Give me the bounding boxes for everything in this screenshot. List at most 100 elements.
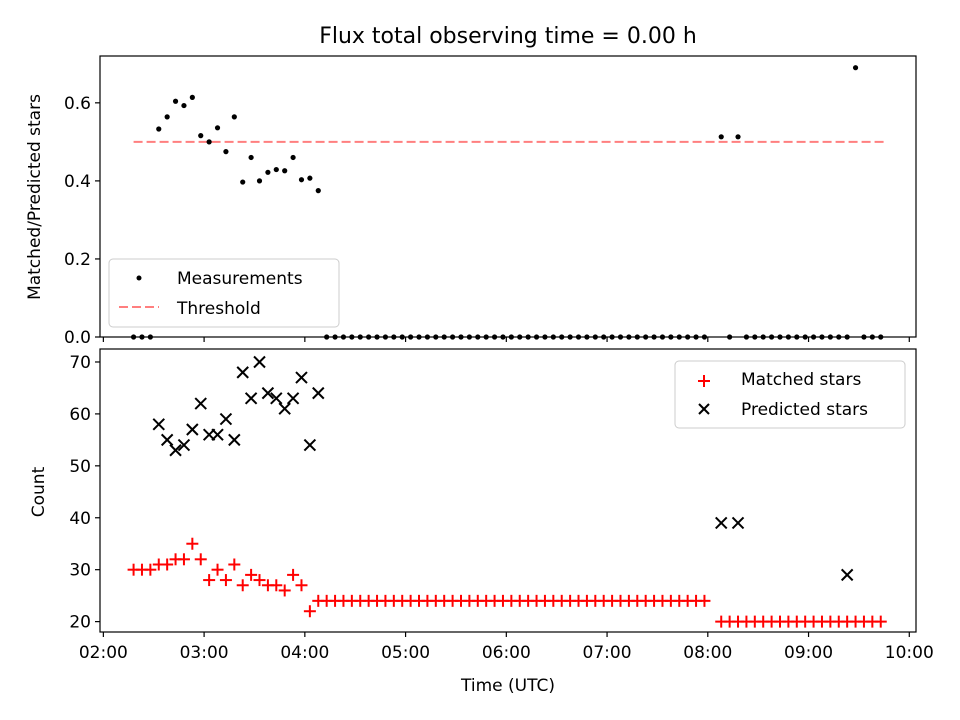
top-panel: 0.0 0.2 0.4 0.6 Matched/Predicted stars Mea… bbox=[25, 55, 917, 348]
bottom-y-tick-label: 50 bbox=[69, 457, 91, 477]
predicted-star-point bbox=[236, 366, 249, 379]
matched-star-point bbox=[211, 563, 224, 576]
bottom-x-tick-label: 08:00 bbox=[683, 643, 732, 663]
measurement-point bbox=[256, 178, 263, 184]
measurement-point bbox=[198, 133, 204, 139]
top-y-tick-label: 0.2 bbox=[64, 250, 91, 270]
bottom-y-tick-label: 20 bbox=[69, 613, 91, 633]
top-legend: Measurements Threshold bbox=[108, 258, 340, 328]
legend-predicted-marker bbox=[698, 403, 710, 415]
predicted-star-point bbox=[715, 516, 728, 530]
matched-star-point bbox=[219, 574, 232, 587]
predicted-star-point bbox=[261, 386, 275, 400]
bottom-x-tick-label: 04:00 bbox=[280, 643, 329, 663]
top-axes-frame bbox=[99, 55, 917, 338]
bottom-x-tick-label: 10:00 bbox=[885, 643, 934, 663]
predicted-star-point bbox=[228, 433, 241, 447]
bottom-legend-box bbox=[674, 360, 906, 429]
predicted-star-point bbox=[152, 418, 165, 431]
measurement-point bbox=[298, 177, 305, 183]
top-y-tick-label: 0.4 bbox=[64, 172, 91, 192]
predicted-star-point bbox=[169, 444, 182, 457]
predicted-star-point bbox=[303, 438, 317, 452]
measurement-point bbox=[189, 94, 195, 100]
predicted-star-point bbox=[177, 438, 191, 452]
measurement-point bbox=[164, 114, 170, 120]
bottom-y-tick-label: 60 bbox=[69, 405, 91, 425]
measurement-point bbox=[273, 166, 279, 173]
measurement-point bbox=[181, 102, 187, 109]
measurement-point bbox=[231, 114, 237, 120]
x-axis-label: Time (UTC) bbox=[460, 676, 555, 696]
measurement-point bbox=[206, 139, 212, 145]
measurement-point bbox=[735, 134, 741, 140]
bottom-legend: Matched stars Predicted stars bbox=[674, 360, 906, 429]
matched-star-point bbox=[228, 558, 241, 571]
predicted-star-point bbox=[731, 516, 745, 530]
matched-star-point bbox=[287, 568, 300, 581]
measurement-point bbox=[718, 134, 724, 140]
matched-star-point bbox=[874, 615, 887, 628]
measurement-point bbox=[315, 188, 321, 194]
predicted-star-point bbox=[295, 371, 308, 384]
measurement-point bbox=[172, 98, 179, 104]
bottom-x-tick-label: 06:00 bbox=[482, 643, 531, 663]
predicted-star-point bbox=[186, 423, 199, 436]
legend-predicted-label: Predicted stars bbox=[741, 400, 868, 420]
predicted-star-point bbox=[244, 392, 258, 405]
matched-star-point bbox=[303, 605, 316, 618]
bottom-axes-frame bbox=[99, 348, 917, 633]
bottom-x-tick-label: 07:00 bbox=[583, 643, 632, 663]
bottom-y-tick-label: 30 bbox=[69, 561, 91, 581]
legend-measurements-label: Measurements bbox=[177, 269, 303, 289]
legend-matched-label: Matched stars bbox=[741, 370, 861, 390]
measurement-point bbox=[223, 149, 229, 155]
predicted-star-point bbox=[211, 428, 224, 441]
top-legend-box bbox=[108, 258, 340, 328]
top-y-tick-label: 0.6 bbox=[64, 94, 91, 114]
matched-star-point bbox=[236, 579, 249, 592]
matched-star-point bbox=[194, 553, 207, 566]
bottom-x-tick-label: 03:00 bbox=[180, 643, 229, 663]
legend-matched-marker bbox=[698, 375, 710, 387]
matched-star-point bbox=[698, 594, 711, 607]
predicted-star-point bbox=[194, 397, 207, 410]
predicted-star-point bbox=[219, 412, 233, 426]
matched-star-point bbox=[144, 563, 157, 576]
bottom-x-tick-label: 02:00 bbox=[79, 643, 128, 663]
measurement-point bbox=[240, 179, 246, 185]
bottom-x-tick-label: 09:00 bbox=[784, 643, 833, 663]
matched-star-point bbox=[161, 558, 174, 571]
bottom-x-tick-label: 05:00 bbox=[381, 643, 430, 663]
top-y-tick-label: 0.0 bbox=[64, 328, 91, 348]
legend-measurements-marker bbox=[136, 275, 142, 281]
measurement-point bbox=[265, 169, 271, 175]
matched-star-point bbox=[245, 568, 258, 581]
top-y-axis-label: Matched/Predicted stars bbox=[25, 94, 45, 300]
predicted-star-point bbox=[160, 433, 174, 447]
measurement-point bbox=[156, 126, 162, 132]
matched-star-point bbox=[253, 574, 266, 587]
measurement-point bbox=[248, 154, 254, 161]
measurement-point bbox=[290, 154, 296, 161]
bottom-y-axis-label: Count bbox=[29, 466, 49, 517]
matched-star-point bbox=[295, 579, 308, 592]
matched-star-point bbox=[278, 584, 291, 597]
measurement-point bbox=[307, 175, 313, 181]
measurement-point bbox=[852, 65, 859, 71]
top-plot-area: 0.0 0.2 0.4 0.6 bbox=[64, 65, 910, 348]
predicted-star-point bbox=[312, 386, 325, 400]
predicted-star-point bbox=[840, 568, 854, 582]
measurement-point bbox=[214, 125, 221, 131]
legend-threshold-label: Threshold bbox=[176, 299, 261, 319]
bottom-plot-area: 02:00 03:00 04:00 05:00 06:00 07:00 08:00 09:00… bbox=[69, 353, 933, 663]
bottom-y-tick-label: 40 bbox=[69, 509, 91, 529]
measurement-point bbox=[282, 168, 288, 174]
chart-title: Flux total observing time = 0.00 h bbox=[319, 24, 697, 49]
matched-star-point bbox=[203, 574, 216, 587]
bottom-y-tick-label: 70 bbox=[69, 353, 91, 373]
predicted-star-point bbox=[253, 355, 266, 369]
matched-star-point bbox=[270, 579, 283, 592]
